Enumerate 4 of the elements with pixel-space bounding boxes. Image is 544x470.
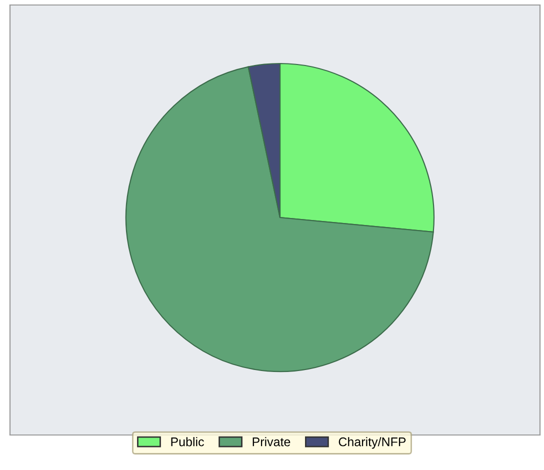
legend-label: Public [171, 437, 204, 446]
pie-slice [125, 66, 434, 372]
legend-label: Charity/NFP [338, 437, 406, 449]
legend-label: Private [252, 437, 290, 446]
